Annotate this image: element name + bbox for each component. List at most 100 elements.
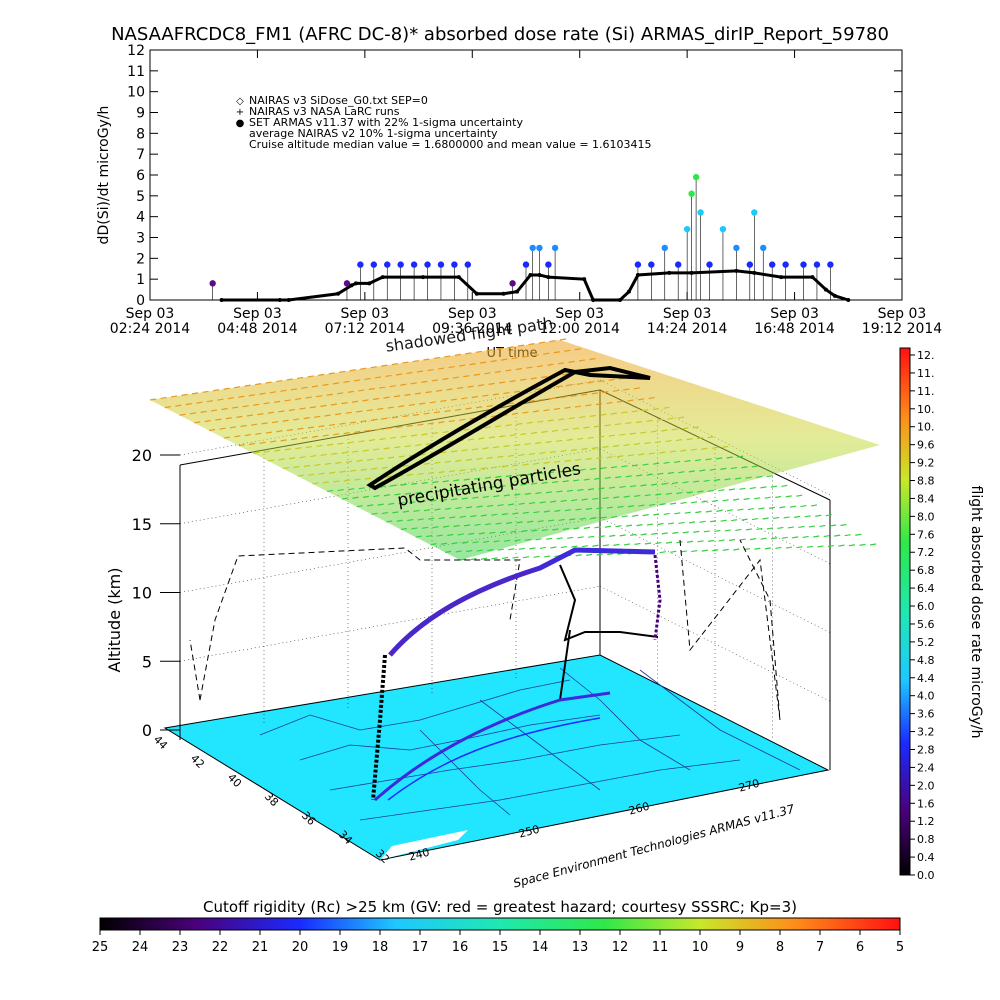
- particle-dash: [505, 474, 512, 478]
- particle-dash: [609, 534, 616, 537]
- particle-dash: [229, 426, 237, 429]
- particle-dash: [194, 421, 201, 424]
- particle-dash: [731, 519, 738, 522]
- flight-track-altitude-overlay: [389, 567, 541, 656]
- particle-dash: [402, 361, 409, 364]
- particle-dash: [265, 381, 272, 384]
- particle-dash: [383, 447, 390, 450]
- particle-dash: [438, 421, 445, 424]
- particle-dash: [280, 389, 287, 392]
- particle-dash: [571, 545, 578, 548]
- armas-point: [683, 225, 691, 233]
- particle-dash: [345, 460, 353, 463]
- armas-point: [706, 261, 713, 268]
- particle-dash: [267, 411, 274, 414]
- armas-point: [397, 261, 404, 268]
- particle-dash: [595, 403, 603, 406]
- particle-dash: [331, 452, 338, 455]
- particle-dash: [771, 537, 778, 540]
- top-y-tick-label: 10: [127, 85, 145, 101]
- bottom-colorbar-tick-label: 20: [292, 940, 309, 955]
- particle-dash: [825, 514, 832, 517]
- particle-dash: [482, 540, 490, 543]
- particle-dash: [544, 555, 551, 558]
- particle-dash: [745, 476, 752, 479]
- particle-dash: [606, 456, 613, 459]
- particle-dash: [509, 380, 516, 383]
- right-colorbar-tick-label: 5.6: [917, 618, 935, 631]
- particle-dash: [459, 469, 466, 472]
- particle-dash: [539, 501, 546, 504]
- particle-dash: [520, 530, 527, 533]
- particle-dash: [646, 419, 653, 422]
- particle-dash: [482, 495, 489, 499]
- altitude-tick-label: 15: [132, 515, 152, 534]
- particle-dash: [623, 495, 630, 498]
- right-colorbar-label: flight absorbed dose rate microGy/h: [968, 486, 984, 739]
- particle-dash: [531, 482, 538, 485]
- top-x-tick-date: Sep 03: [126, 306, 175, 322]
- particle-dash: [743, 497, 750, 501]
- particle-dash: [309, 406, 317, 409]
- particle-dash: [339, 370, 346, 373]
- particle-dash: [570, 394, 577, 397]
- particle-dash: [587, 436, 594, 439]
- particle-dash: [505, 521, 513, 525]
- particle-dash: [374, 376, 382, 379]
- particle-dash: [425, 490, 433, 494]
- particle-dash: [364, 429, 371, 432]
- particle-dash: [558, 518, 565, 522]
- armas-series: [209, 173, 834, 300]
- particle-dash: [451, 498, 458, 501]
- particle-dash: [701, 549, 708, 552]
- particle-dash: [718, 539, 725, 542]
- particle-dash: [581, 545, 589, 548]
- particle-dash: [362, 399, 369, 402]
- particle-dash: [655, 493, 662, 496]
- particle-dash: [345, 411, 352, 414]
- particle-dash: [667, 471, 674, 475]
- particle-dash: [411, 482, 418, 485]
- particle-dash: [395, 373, 403, 376]
- particle-dash: [454, 408, 462, 411]
- particle-dash: [265, 431, 272, 434]
- particle-dash: [528, 399, 535, 403]
- particle-dash: [638, 504, 645, 507]
- nairas-point: [277, 298, 282, 302]
- particle-dash: [640, 431, 647, 434]
- right-colorbar-tick-label: 7.2: [917, 546, 935, 559]
- particle-dash: [160, 396, 167, 400]
- particle-dash: [564, 459, 571, 462]
- particle-dash: [528, 452, 535, 456]
- particle-dash: [404, 393, 411, 396]
- armas-point: [384, 261, 391, 268]
- particle-dash: [642, 409, 649, 412]
- particle-dash: [551, 429, 559, 432]
- particle-dash: [642, 514, 649, 517]
- particle-dash: [829, 524, 837, 527]
- particle-dash: [491, 513, 498, 516]
- particle-dash: [524, 492, 531, 495]
- particle-dash: [497, 455, 504, 458]
- particle-dash: [370, 418, 378, 421]
- particle-dash: [508, 548, 515, 551]
- particle-dash: [263, 402, 270, 405]
- particle-dash: [409, 501, 416, 504]
- particle-dash: [381, 466, 388, 469]
- particle-dash: [538, 341, 546, 344]
- particle-dash: [539, 398, 546, 401]
- particle-dash: [804, 515, 811, 518]
- particle-dash: [246, 414, 253, 417]
- armas-point: [529, 244, 536, 252]
- particle-dash: [532, 410, 540, 413]
- particle-dash: [785, 546, 792, 549]
- particle-dash: [514, 493, 521, 496]
- right-colorbar-tick-label: 5.2: [917, 636, 935, 649]
- bottom-colorbar-tick-label: 12: [612, 940, 629, 955]
- particle-dash: [750, 538, 757, 541]
- particle-dash: [476, 457, 483, 460]
- particle-dash: [461, 449, 468, 452]
- back-wall-gridline: [179, 586, 601, 662]
- particle-dash: [478, 437, 485, 440]
- particle-dash: [543, 409, 550, 412]
